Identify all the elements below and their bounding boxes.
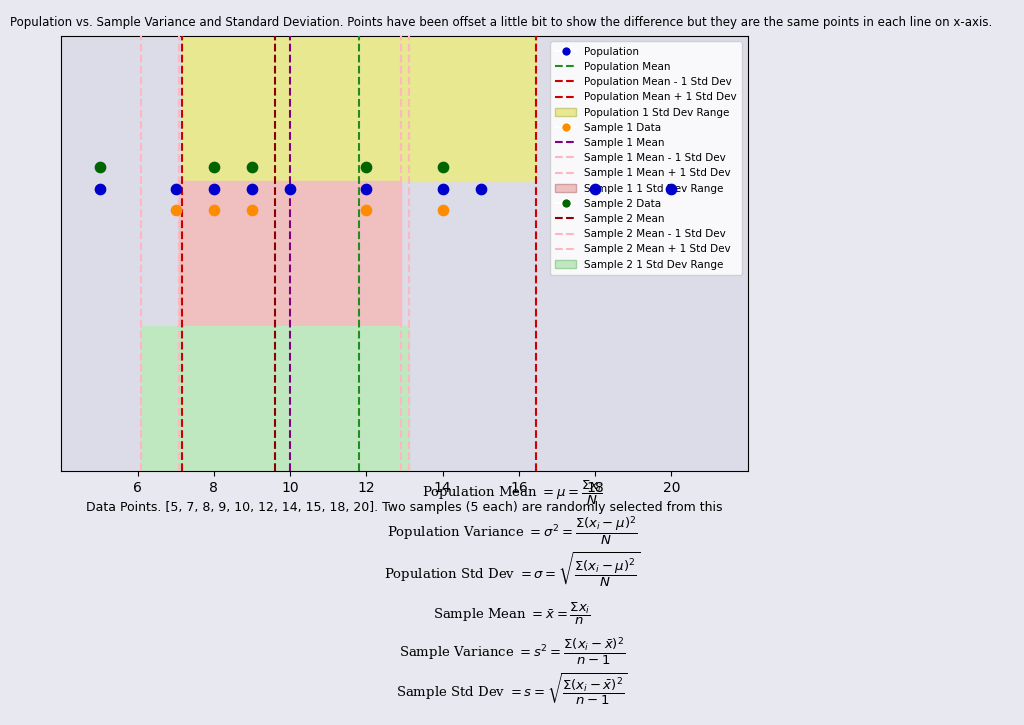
Bar: [141, 326, 409, 471]
Text: Population Mean $= \mu = \dfrac{\Sigma x_i}{N}$: Population Mean $= \mu = \dfrac{\Sigma x…: [422, 479, 602, 507]
Point: [282, 183, 298, 194]
Point: [664, 183, 680, 194]
Point: [91, 183, 108, 194]
Point: [91, 161, 108, 173]
Point: [358, 183, 375, 194]
Point: [472, 183, 488, 194]
Point: [358, 161, 375, 173]
Point: [244, 161, 260, 173]
Point: [206, 161, 222, 173]
Point: [434, 183, 451, 194]
X-axis label: Data Points. [5, 7, 8, 9, 10, 12, 14, 15, 18, 20]. Two samples (5 each) are rand: Data Points. [5, 7, 8, 9, 10, 12, 14, 15…: [86, 500, 723, 513]
Point: [244, 204, 260, 216]
Point: [206, 183, 222, 194]
Point: [358, 204, 375, 216]
Text: Sample Variance $= s^2 = \dfrac{\Sigma(x_i - \bar{x})^2}{n-1}$: Sample Variance $= s^2 = \dfrac{\Sigma(x…: [398, 635, 626, 667]
Point: [168, 204, 184, 216]
Point: [587, 183, 603, 194]
Bar: [182, 36, 536, 181]
Point: [244, 183, 260, 194]
Point: [168, 183, 184, 194]
Point: [434, 204, 451, 216]
Text: Population Variance $= \sigma^2 = \dfrac{\Sigma(x_i - \mu)^2}{N}$: Population Variance $= \sigma^2 = \dfrac…: [387, 515, 637, 547]
Point: [434, 161, 451, 173]
Text: Sample Mean $= \bar{x} = \dfrac{\Sigma x_i}{n}$: Sample Mean $= \bar{x} = \dfrac{\Sigma x…: [433, 601, 591, 627]
Text: Population vs. Sample Variance and Standard Deviation. Points have been offset a: Population vs. Sample Variance and Stand…: [10, 16, 992, 29]
Text: Population Std Dev $= \sigma = \sqrt{\dfrac{\Sigma(x_i - \mu)^2}{N}}$: Population Std Dev $= \sigma = \sqrt{\df…: [384, 550, 640, 589]
Point: [206, 204, 222, 216]
Legend: Population, Population Mean, Population Mean - 1 Std Dev, Population Mean + 1 St: Population, Population Mean, Population …: [550, 41, 742, 275]
Bar: [179, 181, 401, 326]
Text: Sample Std Dev $= s = \sqrt{\dfrac{\Sigma(x_i - \bar{x})^2}{n-1}}$: Sample Std Dev $= s = \sqrt{\dfrac{\Sigm…: [396, 671, 628, 707]
